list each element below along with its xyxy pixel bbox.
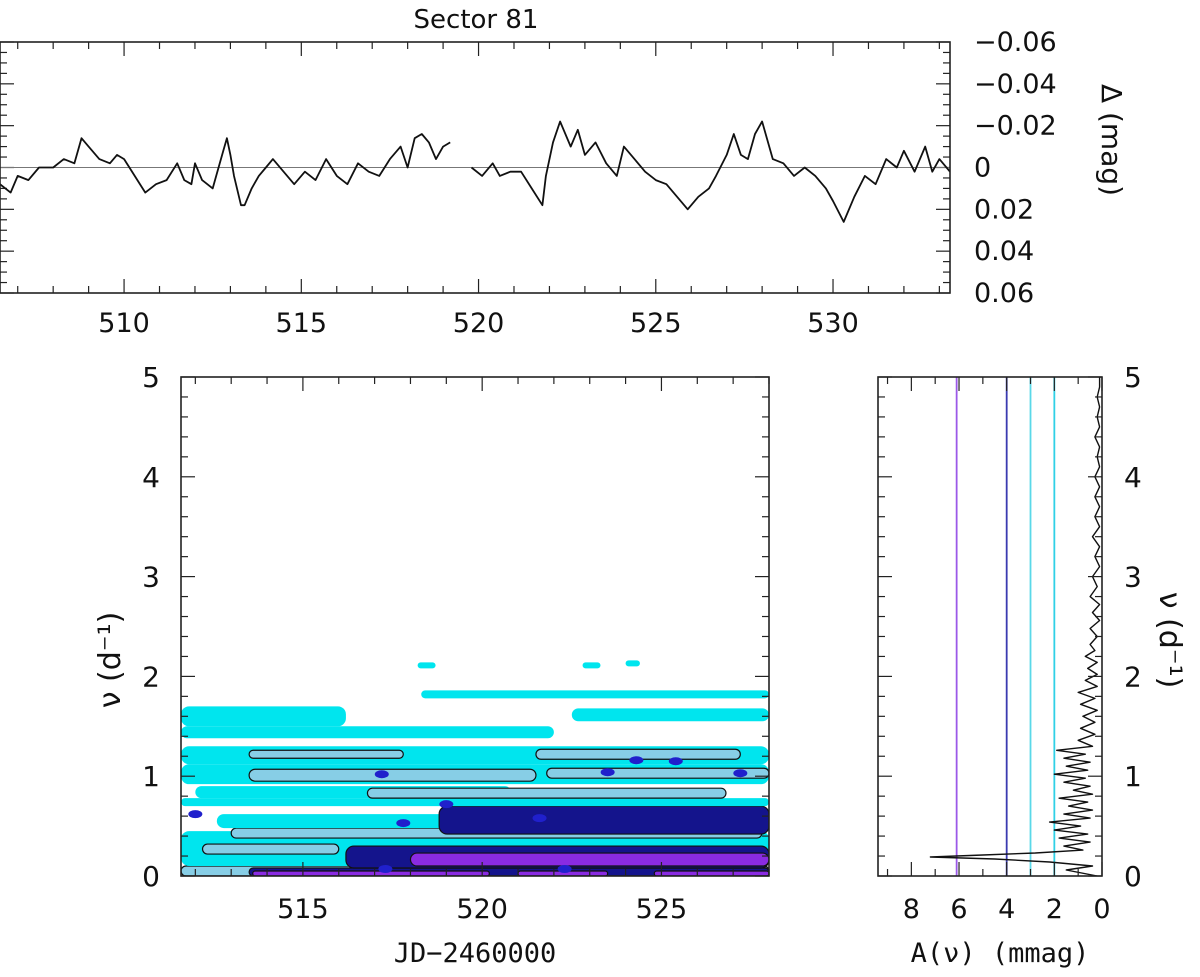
wavelet-band <box>582 662 601 669</box>
wavelet-band <box>438 805 769 835</box>
spectrum-y-tick-label: 4 <box>1124 461 1142 494</box>
lightcurve-x-tick-label: 510 <box>98 308 150 339</box>
wavelet-band <box>366 787 727 799</box>
spectrum-y-tick-label: 5 <box>1124 361 1142 394</box>
lightcurve-frame <box>0 41 951 294</box>
wavelet-blob <box>600 768 615 777</box>
lightcurve-x-tick-label: 520 <box>453 308 505 339</box>
wavelet-panel: 515 520 525 0 1 2 3 4 5 JD−2460000 ν (d⁻¹) <box>93 361 770 969</box>
lightcurve-x-tick-label: 530 <box>807 308 859 339</box>
lightcurve-y-label: Δ (mag) <box>1095 84 1128 196</box>
wavelet-y-tick-label: 1 <box>142 760 160 793</box>
wavelet-y-tick-label: 2 <box>142 660 160 693</box>
wavelet-band <box>421 690 769 699</box>
wavelet-bands <box>181 660 769 876</box>
wavelet-blob <box>439 800 454 809</box>
spectrum-y-tick-label: 0 <box>1124 860 1142 893</box>
lightcurve-title: Sector 81 <box>414 5 539 35</box>
spectrum-y-tick-label: 3 <box>1124 561 1142 594</box>
lightcurve-panel: Sector 81 510 515 520 525 530 −0.06−0.04−0.0… <box>0 5 1128 339</box>
wavelet-band <box>417 662 436 669</box>
spectrum-ticks <box>878 376 1103 877</box>
wavelet-blob <box>557 865 572 874</box>
wavelet-band <box>248 749 404 759</box>
wavelet-band <box>571 708 769 722</box>
lightcurve-y-tick-labels: −0.06 −0.04 −0.02 0 0.02 0.04 0.06 <box>974 27 1057 309</box>
lightcurve-series <box>0 120 950 223</box>
lightcurve-line <box>470 120 950 223</box>
spectrum-x-tick-label: 2 <box>1046 894 1063 925</box>
wavelet-band <box>181 726 554 739</box>
wavelet-blob <box>378 865 393 874</box>
wavelet-y-tick-label: 5 <box>142 361 160 394</box>
wavelet-ticks <box>181 376 770 877</box>
wavelet-band <box>181 798 769 807</box>
wavelet-band <box>181 706 346 727</box>
wavelet-band <box>248 768 537 782</box>
wavelet-y-tick-label: 0 <box>142 860 160 893</box>
lightcurve-x-tick-label: 525 <box>630 308 682 339</box>
lightcurve-line <box>0 133 451 207</box>
spectrum-x-label: A(ν) (mmag) <box>911 938 1090 969</box>
wavelet-blob <box>188 810 203 819</box>
wavelet-y-label: ν (d⁻¹) <box>93 612 128 709</box>
wavelet-x-label: JD−2460000 <box>394 938 557 969</box>
spectrum-frame <box>877 376 1103 877</box>
wavelet-band <box>252 870 490 876</box>
lightcurve-x-tick-label: 515 <box>276 308 328 339</box>
spectrum-line <box>929 377 1101 876</box>
spectrum-y-tick-labels: 0 1 2 3 4 5 <box>1124 361 1142 893</box>
wavelet-x-tick-label: 525 <box>636 894 688 925</box>
spectrum-x-tick-label: 4 <box>998 894 1015 925</box>
spectrum-x-tick-label: 6 <box>950 894 967 925</box>
lightcurve-y-tick-label: −0.04 <box>974 69 1057 100</box>
wavelet-frame <box>180 376 770 877</box>
spectrum-y-tick-label: 1 <box>1124 760 1142 793</box>
wavelet-band <box>625 660 640 667</box>
wavelet-blob <box>374 770 389 779</box>
lightcurve-y-tick-label: 0.04 <box>974 236 1034 267</box>
spectrum-thresholds <box>955 377 1056 876</box>
wavelet-blob <box>629 756 644 765</box>
wavelet-y-tick-label: 3 <box>142 561 160 594</box>
spectrum-series <box>929 377 1101 876</box>
lightcurve-y-tick-label: 0.02 <box>974 194 1034 225</box>
lightcurve-x-tick-labels: 510 515 520 525 530 <box>98 308 859 339</box>
wavelet-band <box>201 843 340 855</box>
spectrum-y-tick-label: 2 <box>1124 660 1142 693</box>
lightcurve-y-tick-label: −0.02 <box>974 111 1057 142</box>
lightcurve-y-tick-label: 0.06 <box>974 278 1034 309</box>
spectrum-x-tick-label: 0 <box>1093 894 1110 925</box>
wavelet-x-tick-label: 520 <box>456 894 508 925</box>
lightcurve-y-tick-label: 0 <box>974 153 991 184</box>
spectrum-y-label: ν (d⁻¹) <box>1152 592 1187 689</box>
wavelet-blob <box>396 819 411 828</box>
spectrum-x-tick-label: 8 <box>903 894 920 925</box>
wavelet-y-tick-labels: 0 1 2 3 4 5 <box>142 361 160 893</box>
wavelet-x-tick-label: 515 <box>277 894 329 925</box>
wavelet-band <box>409 852 769 867</box>
lightcurve-y-tick-label: −0.06 <box>974 27 1057 58</box>
wavelet-blob <box>532 814 547 823</box>
wavelet-blob <box>733 769 748 778</box>
wavelet-y-tick-label: 4 <box>142 461 160 494</box>
wavelet-blob <box>668 757 683 766</box>
wavelet-x-tick-labels: 515 520 525 <box>277 894 687 925</box>
wavelet-band <box>653 870 769 876</box>
